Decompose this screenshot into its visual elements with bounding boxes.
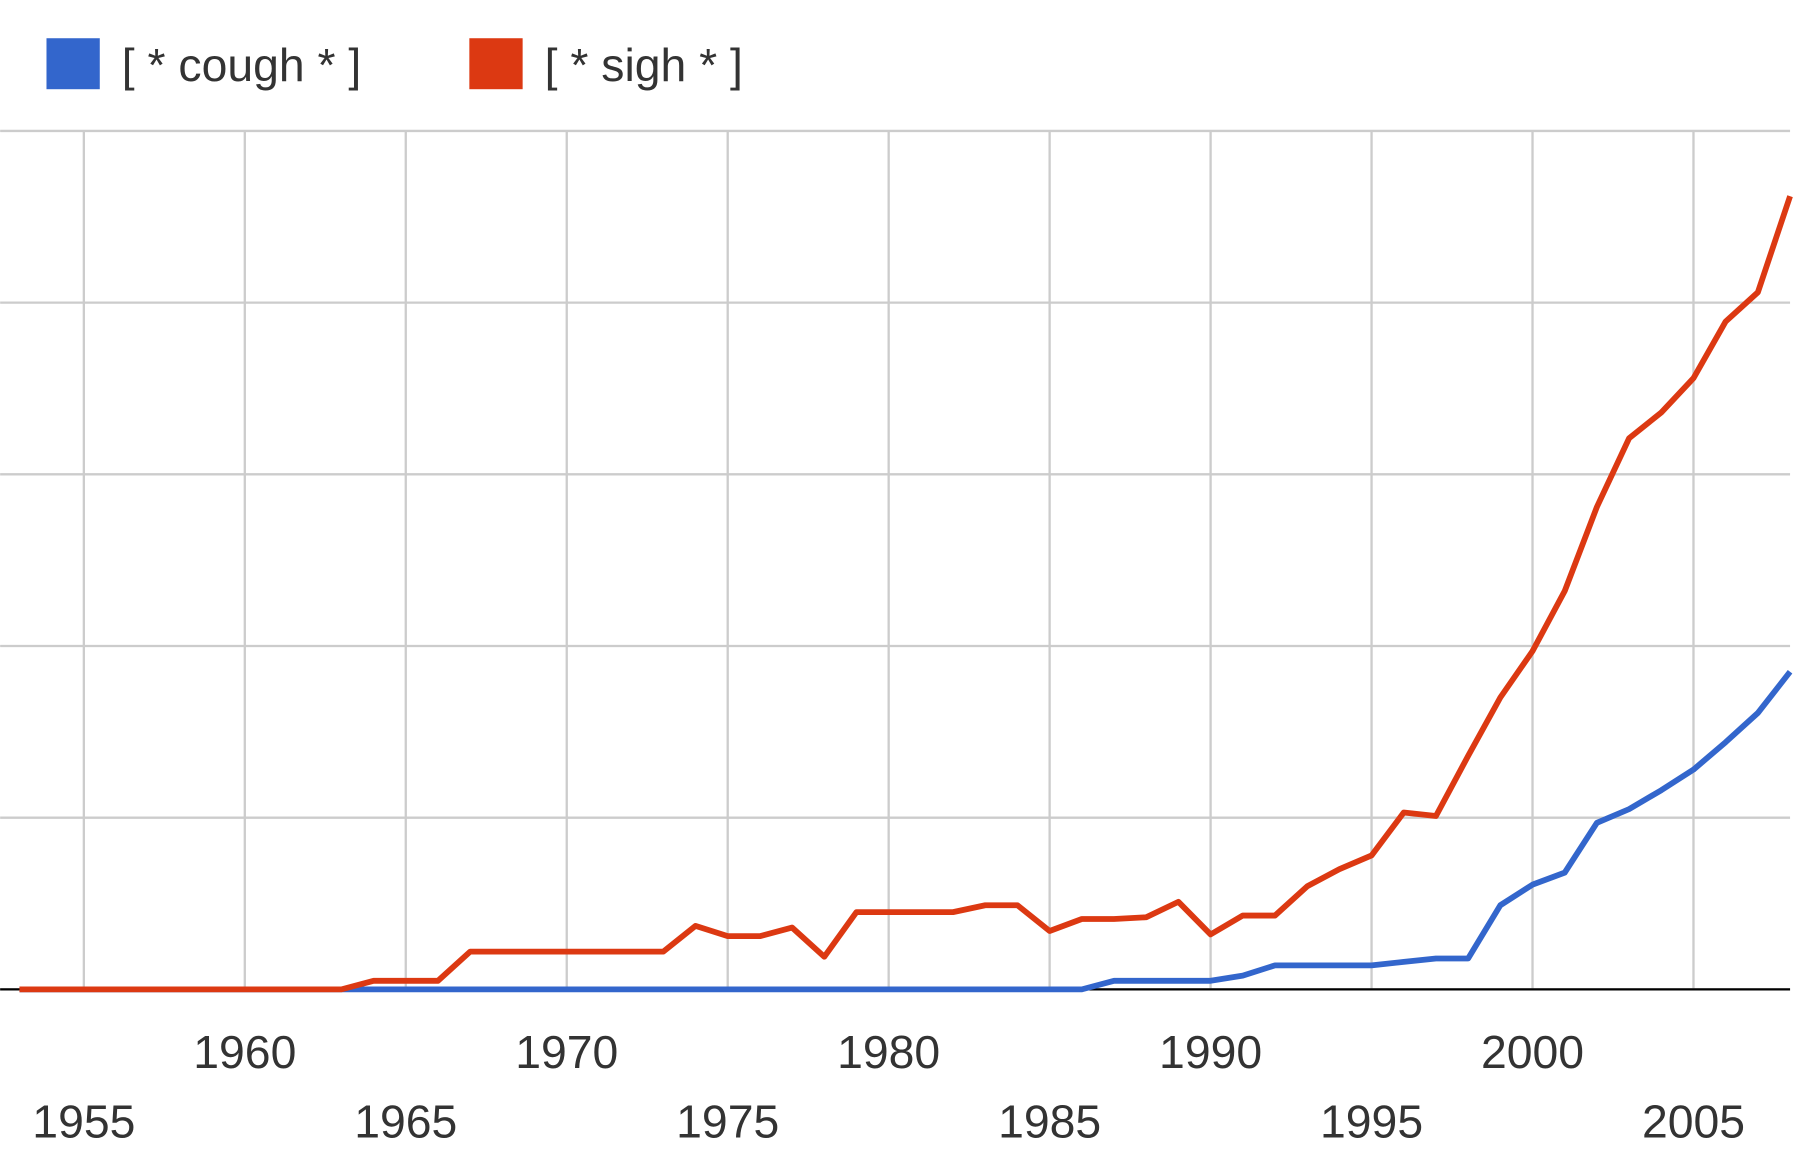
legend-swatch [46, 38, 100, 90]
legend-label: [ * cough * ] [122, 39, 362, 91]
x-tick-label: 2000 [1481, 1026, 1584, 1078]
x-tick-label: 1955 [32, 1096, 135, 1148]
x-tick-label: 1980 [837, 1026, 940, 1078]
x-tick-label: 2005 [1642, 1096, 1745, 1148]
x-tick-label: 1965 [354, 1096, 457, 1148]
x-tick-label: 1985 [998, 1096, 1101, 1148]
series-line [19, 669, 1793, 993]
x-tick-label: 1970 [515, 1026, 618, 1078]
series-line [19, 195, 1793, 993]
x-tick-label: 1960 [193, 1026, 296, 1078]
legend-swatch [469, 38, 523, 90]
legend-label: [ * sigh * ] [545, 39, 743, 91]
x-tick-label: 1995 [1320, 1096, 1423, 1148]
x-tick-label: 1990 [1159, 1026, 1262, 1078]
x-tick-label: 1975 [676, 1096, 779, 1148]
